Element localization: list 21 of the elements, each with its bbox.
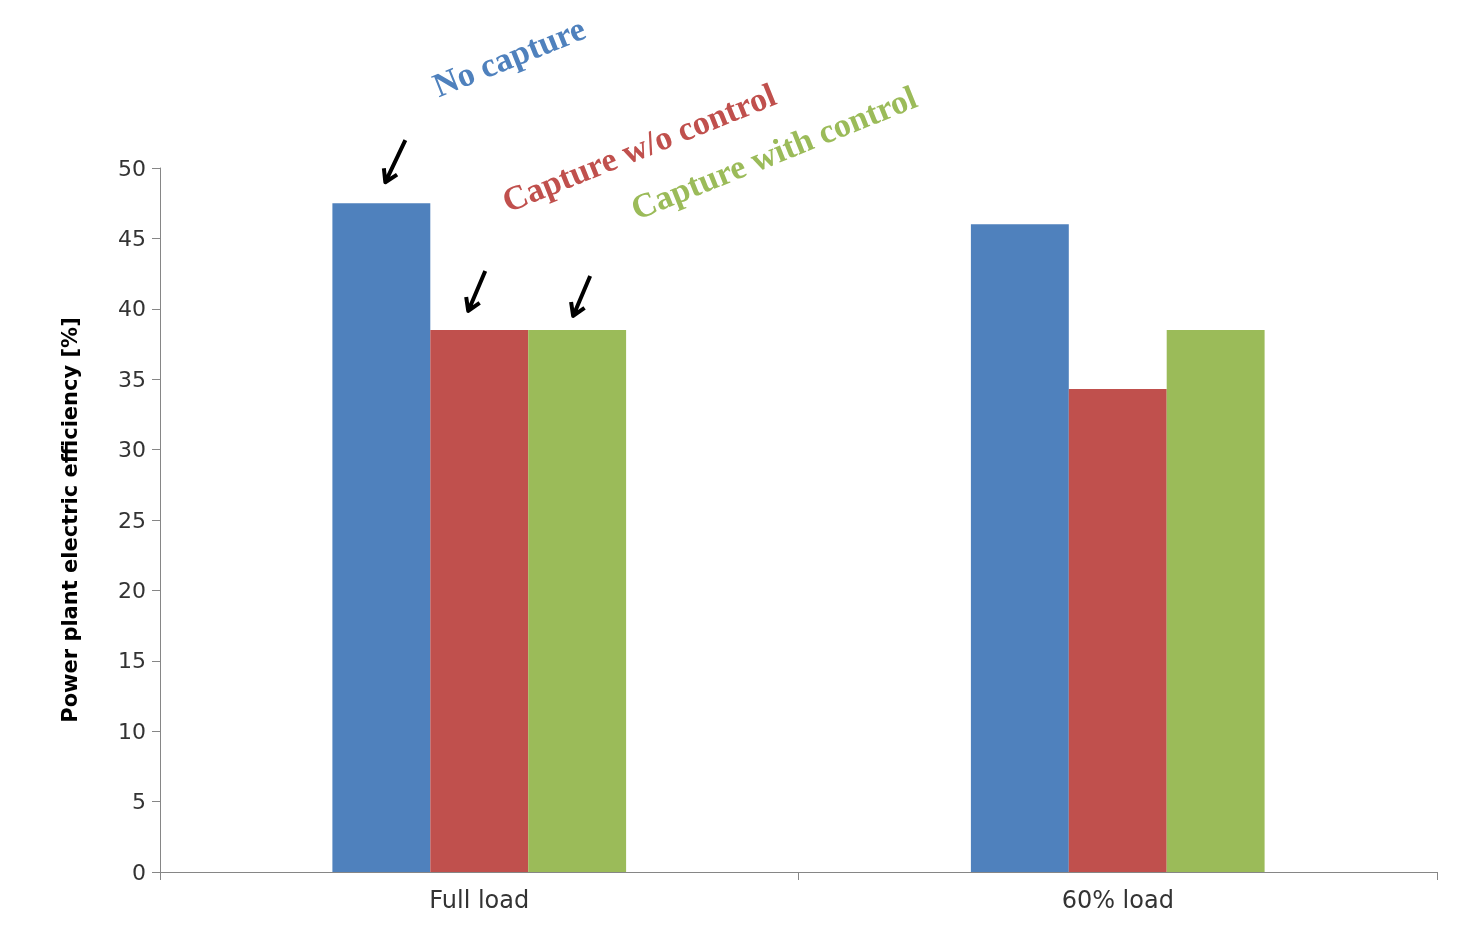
bar bbox=[1166, 329, 1265, 872]
bar bbox=[970, 224, 1069, 872]
y-tick-label: 45 bbox=[118, 225, 146, 251]
y-tick-label: 40 bbox=[118, 296, 146, 322]
bar bbox=[1068, 389, 1167, 872]
y-tick-label: 50 bbox=[118, 155, 146, 181]
y-tick-label: 20 bbox=[118, 577, 146, 603]
bar bbox=[332, 203, 431, 872]
y-tick-label: 35 bbox=[118, 366, 146, 392]
y-tick-label: 5 bbox=[132, 789, 146, 815]
y-tick-label: 0 bbox=[132, 859, 146, 885]
y-tick-label: 30 bbox=[118, 437, 146, 463]
y-tick-label: 25 bbox=[118, 507, 146, 533]
y-tick-label: 10 bbox=[118, 718, 146, 744]
x-tick-label: Full load bbox=[429, 886, 530, 914]
x-tick-label: 60% load bbox=[1061, 886, 1174, 914]
bar bbox=[430, 329, 529, 872]
bar bbox=[528, 329, 627, 872]
text: No capture bbox=[427, 9, 591, 105]
y-axis-title: Power plant electric efficiency [%] bbox=[57, 317, 82, 723]
y-tick-label: 15 bbox=[118, 648, 146, 674]
